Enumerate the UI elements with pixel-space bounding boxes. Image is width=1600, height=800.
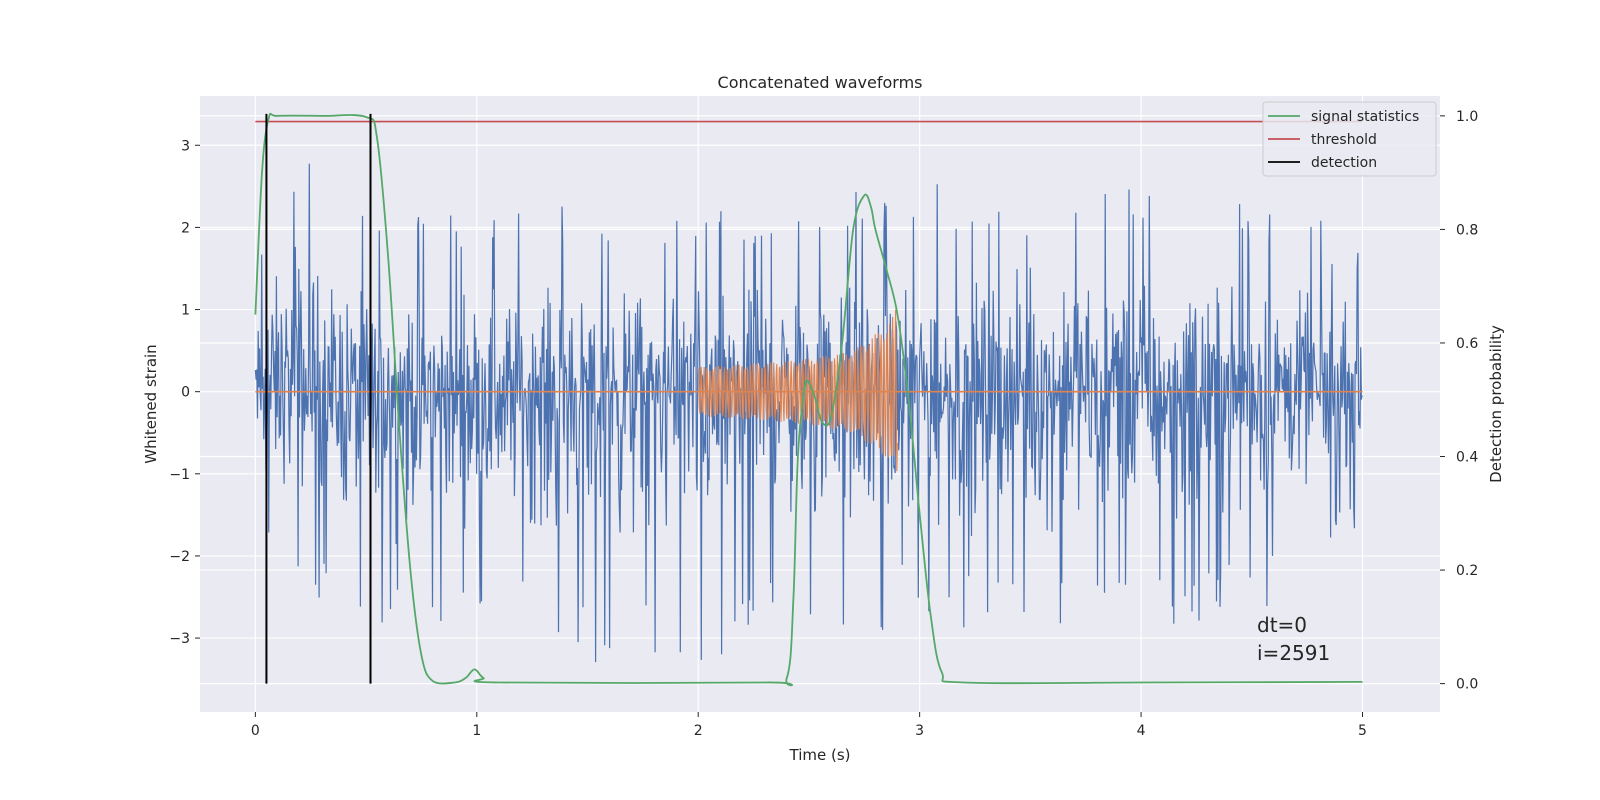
annotation-dt: dt=0 (1257, 613, 1307, 637)
y-right-tick-label-5: 1.0 (1456, 109, 1478, 125)
y-right-tick-label-2: 0.4 (1456, 450, 1478, 466)
x-axis-ticks: 0 1 2 3 4 5 (251, 712, 1367, 739)
chart-title: Concatenated waveforms (718, 73, 923, 92)
plot-area (254, 112, 1363, 687)
legend-label-detection: detection (1311, 155, 1377, 171)
x-tick-label-5: 5 (1358, 723, 1367, 739)
y-tick-label-3: 0 (181, 385, 190, 401)
x-tick-label-4: 4 (1137, 723, 1146, 739)
y-axis-right-label: Detection probability (1487, 325, 1505, 483)
series-injected-waveform (697, 309, 898, 472)
x-tick-label-1: 1 (472, 723, 481, 739)
legend-label-threshold: threshold (1311, 132, 1377, 148)
y-tick-label-0: −3 (169, 631, 190, 647)
y-axis-right-ticks: 0.0 0.2 0.4 0.6 0.8 1.0 (1440, 109, 1478, 693)
y-tick-label-6: 3 (181, 138, 190, 154)
y-tick-label-1: −2 (169, 549, 190, 565)
grid-right (200, 115, 1440, 685)
y-right-tick-label-4: 0.8 (1456, 222, 1478, 238)
y-tick-label-2: −1 (169, 467, 190, 483)
series-detection (265, 113, 372, 684)
legend: signal statistics threshold detection (1262, 101, 1437, 177)
y-right-tick-label-1: 0.2 (1456, 563, 1478, 579)
y-right-tick-label-3: 0.6 (1456, 336, 1478, 352)
series-signal-statistics (254, 112, 1363, 687)
legend-box (1262, 101, 1437, 177)
y-axis-label: Whitened strain (142, 344, 160, 463)
y-right-tick-label-0: 0.0 (1456, 677, 1478, 693)
y-tick-label-4: 1 (181, 303, 190, 319)
x-tick-label-0: 0 (251, 723, 260, 739)
y-tick-label-5: 2 (181, 220, 190, 236)
annotation-index: i=2591 (1257, 641, 1330, 665)
x-tick-label-3: 3 (915, 723, 924, 739)
x-tick-label-2: 2 (694, 723, 703, 739)
y-axis-ticks: −3 −2 −1 0 1 2 3 (169, 138, 200, 647)
x-axis-label: Time (s) (789, 746, 851, 764)
legend-label-signal-statistics: signal statistics (1311, 109, 1419, 125)
